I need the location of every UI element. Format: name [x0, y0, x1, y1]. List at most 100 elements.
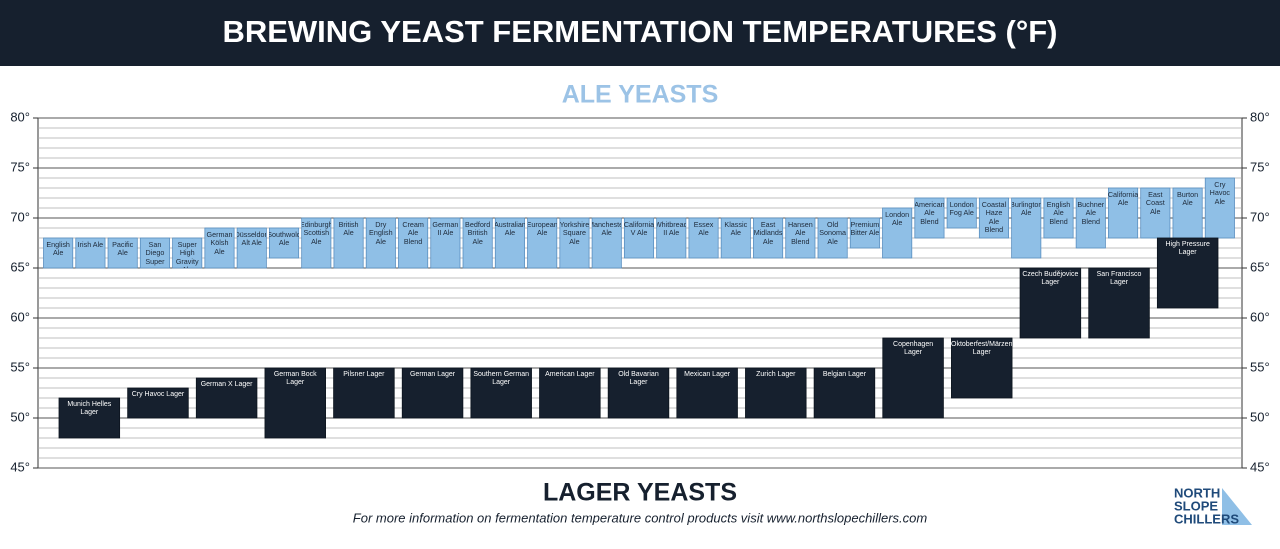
bar-label: European Ale: [527, 220, 557, 238]
range-bar: [720, 217, 751, 259]
bar-label-box: Czech Budějovice Lager: [1022, 271, 1078, 286]
range-bar: [107, 237, 138, 269]
bar-label: Burton Ale: [1176, 190, 1199, 208]
bar-label: Premium Bitter Ale: [850, 220, 880, 238]
y-tick-label: 65°: [1250, 259, 1270, 274]
bar-label: Munich Helles Lager: [67, 401, 112, 417]
bar-label-box: Cry Havoc Ale: [1210, 180, 1230, 205]
bar-label: Irish Ale: [77, 240, 104, 249]
range-bar: [470, 367, 532, 419]
bar-label-box: Dry English Ale: [369, 220, 393, 245]
range-bar: [236, 227, 267, 269]
bar-label-box: London Ale: [885, 210, 910, 228]
bar-label: Mexican Lager: [684, 371, 731, 378]
bar-label-box: American Ale Blend: [915, 200, 944, 225]
bar-label-box: California Ale: [1108, 190, 1137, 207]
y-tick-label: 55°: [10, 359, 30, 374]
range-bar: [882, 207, 913, 259]
bar-label: San Diego Super: [145, 240, 165, 266]
range-bar: [914, 197, 945, 239]
bar-label-box: Düsseldorf Alt Ale: [237, 230, 266, 248]
bar-label-box: Mexican Lager: [684, 371, 731, 378]
range-bar: [623, 217, 655, 259]
bar-label-box: Coastal Haze Ale Blend: [982, 200, 1006, 233]
bar-label: Copenhagen Lager: [893, 341, 934, 357]
range-bar: [559, 217, 590, 269]
y-tick-label: 50°: [1250, 409, 1270, 424]
range-bar: [688, 217, 719, 259]
range-bar: [430, 217, 461, 269]
bar-label: Old Sonoma Ale: [819, 220, 846, 246]
y-tick-label: 45°: [1250, 459, 1270, 474]
bar-label-box: German Bock Lager: [273, 371, 317, 387]
range-bar: [527, 217, 558, 269]
range-bar: [817, 217, 848, 259]
bar-label-box: Edinburgh Scottish Ale: [302, 220, 331, 245]
bar-label: London Ale: [885, 210, 910, 228]
range-bar: [401, 367, 464, 419]
logo-text: NORTH: [1174, 485, 1220, 500]
range-bar: [656, 217, 687, 259]
range-bar: [1088, 267, 1150, 339]
bar-label: German Bock Lager: [273, 371, 317, 387]
bar-label: Zurich Lager: [756, 371, 796, 378]
range-bar: [365, 217, 396, 269]
y-tick-label: 70°: [10, 209, 30, 224]
bar-label-box: Southern German Lager: [473, 371, 529, 386]
bar-label-box: Southwold Ale: [269, 230, 298, 247]
y-tick-label: 55°: [1250, 359, 1270, 374]
bar-label: Cream Ale Blend: [402, 220, 424, 246]
bar-label: Old Bavarian Lager: [618, 371, 659, 387]
bar-label-box: Buchner Ale Blend: [1077, 200, 1104, 225]
ale-heading: ALE YEASTS: [562, 81, 719, 109]
range-bar: [301, 217, 332, 269]
range-bar: [1204, 177, 1235, 239]
range-bar: [333, 217, 364, 269]
bar-label-box: Cream Ale Blend: [402, 220, 424, 246]
bar-label-box: Whitbread II Ale: [657, 220, 686, 237]
range-bar: [172, 237, 203, 269]
bar-label-box: Irish Ale: [77, 240, 104, 249]
bar-label-box: American Lager: [545, 371, 594, 378]
bar-label-box: Old Bavarian Lager: [618, 371, 659, 387]
bar-label-box: Klassic Ale: [724, 220, 747, 237]
range-bar: [1019, 267, 1082, 339]
range-bar: [494, 217, 525, 269]
bar-label-box: German Kölsh Ale: [206, 230, 232, 255]
range-bar: [745, 367, 807, 419]
y-tick-label: 70°: [1250, 209, 1270, 224]
bar-label: San Francisco Lager: [1096, 271, 1142, 287]
bar-label-box: Pacific Ale: [112, 240, 133, 257]
bar-label-box: Premium Bitter Ale: [850, 220, 880, 238]
range-bar: [58, 397, 121, 439]
bar-label: London Fog Ale: [949, 200, 974, 218]
range-bar: [946, 197, 977, 229]
range-bar: [1156, 237, 1219, 309]
bar-label: Yorkshire Square Ale: [559, 220, 590, 246]
bar-label: Oktoberfest/Märzen Lager: [951, 341, 1013, 357]
bar-label-box: Burlington Ale: [1012, 200, 1041, 217]
bar-label-box: British Ale: [339, 220, 359, 237]
bar-label-box: Hansen Ale Blend: [788, 220, 813, 245]
bar-label-box: High Pressure Lager: [1165, 241, 1209, 256]
bar-label-box: California V Ale: [624, 220, 653, 237]
range-bar: [1140, 187, 1171, 239]
lager-heading: LAGER YEASTS: [543, 479, 737, 507]
bar-label: Manchester Ale: [592, 220, 622, 238]
bar-label: Belgian Lager: [822, 371, 867, 378]
range-bar: [127, 387, 189, 419]
bar-label-box: German X Lager: [201, 381, 253, 388]
bar-label: German Lager: [409, 371, 456, 378]
y-tick-label: 45°: [10, 459, 30, 474]
logo-mark: [1222, 488, 1252, 525]
logo-text: CHILLERS: [1174, 511, 1239, 526]
bar-label: Düsseldorf Alt Ale: [237, 230, 266, 248]
range-bar: [1172, 187, 1203, 239]
header-bar: [0, 0, 1280, 66]
footer: For more information on fermentation tem…: [353, 510, 928, 525]
bar-label: Bedford British Ale: [465, 220, 491, 246]
bar-label-box: Old Sonoma Ale: [819, 220, 846, 246]
chart-title: BREWING YEAST FERMENTATION TEMPERATURES …: [222, 14, 1057, 49]
bar-label: English Ale: [46, 240, 70, 258]
